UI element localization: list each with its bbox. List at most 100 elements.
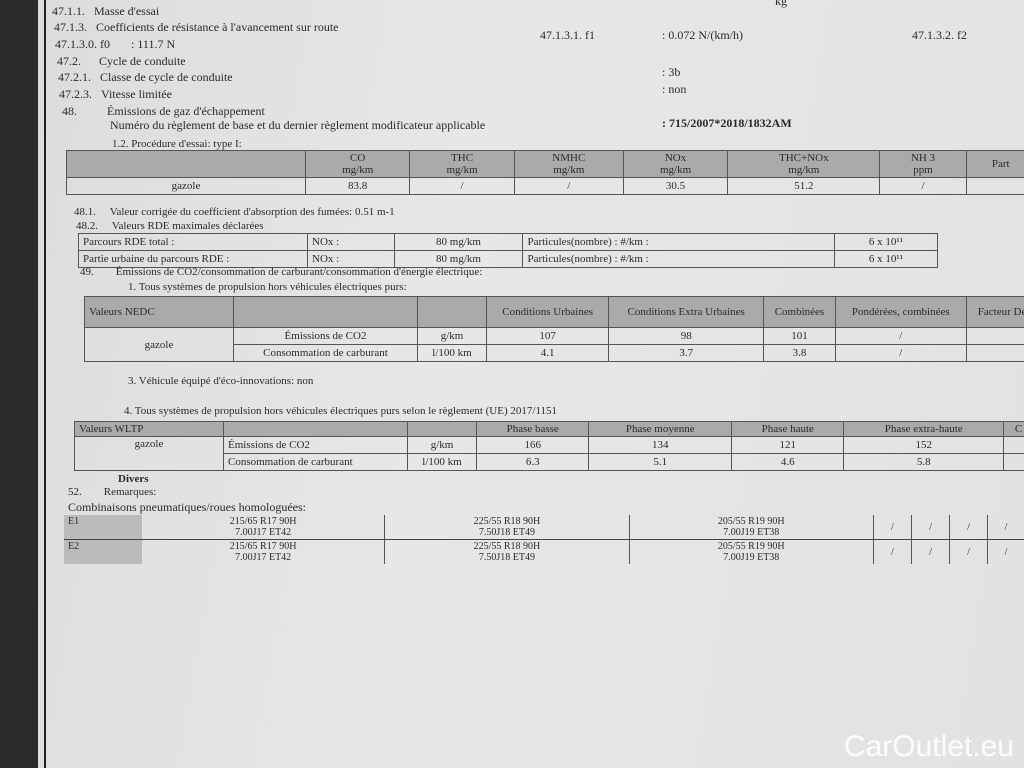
table-row: Consommation de carburant l/100 km 6.3 5… [75, 453, 1024, 471]
item-48: 48. Émissions de gaz d'échappement [62, 104, 265, 118]
subsection-1: 1. Tous systèmes de propulsion hors véhi… [128, 281, 407, 293]
item-47-1-3: 47.1.3. Coefficients de résistance à l'a… [54, 20, 339, 34]
tyre-cell: / [911, 539, 950, 564]
nox-label: NOx : [307, 250, 395, 268]
mass-unit: kg [775, 0, 787, 8]
row-label: Émissions de CO2 [233, 327, 418, 345]
tyre-cell: / [911, 515, 950, 540]
cell [1002, 436, 1024, 454]
header-blank [417, 296, 487, 328]
header-blank [233, 296, 418, 328]
row-label: Consommation de carburant [233, 344, 418, 362]
nox-label: NOx : [307, 233, 395, 251]
header-co: CO mg/km [304, 150, 411, 178]
wltp-title: Valeurs WLTP [74, 421, 224, 437]
cell [965, 177, 1024, 195]
subsection-4: 4. Tous systèmes de propulsion hors véhi… [124, 405, 558, 417]
header-urban: Conditions Urbaines [485, 296, 610, 328]
cell: 4.1 [485, 344, 610, 362]
cell: 121 [731, 436, 845, 454]
cell [965, 327, 1024, 345]
table-row: gazole 83.8 / / 30.5 51.2 / [66, 177, 1024, 195]
cell: 101 [763, 327, 836, 345]
eco-innovations: 3. Véhicule équipé d'éco-innovations: no… [128, 375, 314, 387]
header-blank [66, 150, 306, 178]
tyre-cell: / [1004, 546, 1008, 558]
page-edge [44, 0, 46, 768]
cell: 5.1 [588, 453, 733, 471]
document-page [38, 0, 1024, 768]
header-high: Phase haute [731, 421, 845, 437]
tyre-cell: 225/55 R18 90H 7.50J18 ET49 [384, 515, 630, 540]
table-row: Consommation de carburant l/100 km 4.1 3… [85, 344, 1024, 362]
nox-value: 80 mg/km [393, 233, 524, 251]
header-blank [407, 421, 477, 437]
particles-value: 6 x 10¹¹ [833, 250, 939, 268]
cell: 30.5 [622, 177, 729, 195]
cell [965, 344, 1024, 362]
header-blank [223, 421, 408, 437]
speed-limit-value: : non [662, 82, 687, 96]
test-procedure-label: 1.2. Procédure d'essai: type I: [112, 138, 242, 150]
table-row: Parcours RDE total : NOx : 80 mg/km Part… [78, 233, 939, 251]
tyre-cell: / [949, 515, 989, 540]
cell: 98 [608, 327, 765, 345]
table-row: Partie urbaine du parcours RDE : NOx : 8… [78, 250, 939, 268]
header-thc-nox: THC+NOx mg/km [727, 150, 881, 178]
divers-heading: Divers [118, 473, 149, 485]
tyre-cell: / [1004, 521, 1008, 533]
cell: 152 [843, 436, 1004, 454]
header-nh3: NH 3 ppm [879, 150, 967, 178]
table-row: E2 215/65 R17 90H 7.00J17 ET42 225/55 R18… [64, 539, 1024, 564]
header-thc: THC mg/km [409, 150, 515, 178]
table-row: gazole Émissions de CO2 g/km 166 134 121… [74, 436, 1024, 471]
cell: 3.8 [763, 344, 836, 362]
f1-label: 47.1.3.1. f1 [540, 28, 595, 42]
particles-label: Particules(nombre) : #/km : [522, 233, 835, 251]
caroutlet-watermark: CarOutlet.eu [843, 730, 1014, 763]
cell: 3.7 [608, 344, 765, 362]
row-label: Émissions de CO2 [223, 436, 408, 454]
header-nox: NOx mg/km [622, 150, 729, 178]
item-48-1: 48.1. Valeur corrigée du coefficient d'a… [74, 206, 395, 218]
header-weighted: Pondérées, combinées [834, 296, 967, 328]
tyre-cell: / [873, 515, 912, 540]
tyre-cell: 205/55 R19 90H 7.00J19 ET38 [629, 515, 874, 540]
cell: 107 [485, 327, 610, 345]
item-52: 52. Remarques: [68, 486, 157, 498]
tyre-cell: 225/55 R18 90H 7.50J18 ET49 [384, 539, 630, 564]
header-nmhc: NMHC mg/km [513, 150, 624, 178]
tyre-cell: 215/65 R17 90H 7.00J17 ET42 [142, 539, 386, 564]
row-label: Consommation de carburant [223, 453, 408, 471]
header-combined: C [1002, 421, 1024, 437]
item-49: 49. Émissions de CO2/consommation de car… [80, 266, 483, 278]
nox-value: 80 mg/km [393, 250, 524, 268]
cell: / [879, 177, 967, 195]
fuel-cell: gazole [74, 436, 224, 471]
table-row: E1 215/65 R17 90H 7.00J17 ET42 225/55 R18… [64, 515, 1024, 540]
cycle-class-value: : 3b [662, 65, 681, 79]
cell: 4.6 [731, 453, 845, 471]
regulation-label: Numéro du règlement de base et du dernie… [110, 118, 486, 132]
item-47-1-1: 47.1.1. Masse d'essai [52, 4, 160, 18]
table-header-row: Valeurs NEDC Conditions Urbaines Conditi… [84, 296, 1024, 328]
cell: 166 [475, 436, 590, 454]
item-47-2-1: 47.2.1. Classe de cycle de conduite [58, 70, 233, 84]
table-header-row: CO mg/km THC mg/km NMHC mg/km NOx mg/km THC+… [66, 150, 1024, 178]
unit-cell: g/km [417, 327, 487, 345]
item-f0: 47.1.3.0. f0 : 111.7 N [55, 37, 176, 51]
header-extra-urban: Conditions Extra Urbaines [608, 296, 765, 328]
regulation-value: : 715/2007*2018/1832AM [662, 116, 792, 130]
item-47-2-3: 47.2.3. Vitesse limitée [59, 87, 172, 101]
header-part: Part [965, 150, 1024, 178]
cell: 134 [588, 436, 733, 454]
cell: / [834, 344, 967, 362]
cell: / [513, 177, 624, 195]
tyre-table: E1 215/65 R17 90H 7.00J17 ET42 225/55 R18… [64, 515, 1024, 564]
header-low: Phase basse [475, 421, 590, 437]
cell: 83.8 [304, 177, 411, 195]
f1-value: : 0.072 N/(km/h) [662, 28, 743, 42]
cell: 5.8 [843, 453, 1004, 471]
header-medium: Phase moyenne [588, 421, 733, 437]
table-header-row: Valeurs WLTP Phase basse Phase moyenne P… [74, 421, 1024, 437]
